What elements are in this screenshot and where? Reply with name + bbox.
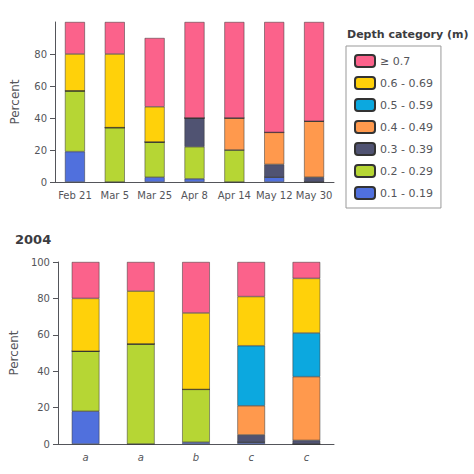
svg-text:80: 80: [37, 293, 50, 304]
svg-text:0.6 - 0.69: 0.6 - 0.69: [380, 77, 433, 90]
svg-text:2004: 2004: [15, 232, 51, 247]
svg-text:0.1 - 0.19: 0.1 - 0.19: [380, 187, 433, 200]
svg-text:Apr 8: Apr 8: [181, 190, 208, 201]
svg-text:Mar 5: Mar 5: [101, 190, 129, 201]
svg-text:May 12: May 12: [256, 190, 293, 201]
svg-text:60: 60: [34, 81, 47, 92]
svg-text:Percent: Percent: [7, 330, 21, 375]
svg-text:0: 0: [44, 439, 50, 450]
svg-text:b: b: [193, 452, 199, 463]
svg-text:Percent: Percent: [8, 79, 22, 124]
svg-text:Feb 21: Feb 21: [58, 190, 92, 201]
svg-text:0: 0: [41, 177, 47, 188]
svg-text:20: 20: [34, 145, 47, 156]
svg-text:a: a: [138, 452, 144, 463]
svg-text:60: 60: [37, 329, 50, 340]
svg-text:a: a: [83, 452, 89, 463]
svg-text:100: 100: [31, 257, 50, 268]
svg-text:0.2 - 0.29: 0.2 - 0.29: [380, 165, 433, 178]
svg-text:80: 80: [34, 49, 47, 60]
svg-text:Depth category (m): Depth category (m): [347, 28, 468, 41]
svg-text:c: c: [304, 452, 310, 463]
svg-text:0.3 - 0.39: 0.3 - 0.39: [380, 143, 433, 156]
svg-text:May 30: May 30: [296, 190, 333, 201]
svg-text:Mar 25: Mar 25: [137, 190, 172, 201]
svg-text:0.5 - 0.59: 0.5 - 0.59: [380, 99, 433, 112]
svg-text:Apr 14: Apr 14: [218, 190, 251, 201]
svg-text:20: 20: [37, 402, 50, 413]
svg-text:≥ 0.7: ≥ 0.7: [380, 55, 410, 68]
svg-text:40: 40: [34, 113, 47, 124]
svg-text:40: 40: [37, 366, 50, 377]
svg-text:0.4 - 0.49: 0.4 - 0.49: [380, 121, 433, 134]
svg-text:c: c: [248, 452, 254, 463]
